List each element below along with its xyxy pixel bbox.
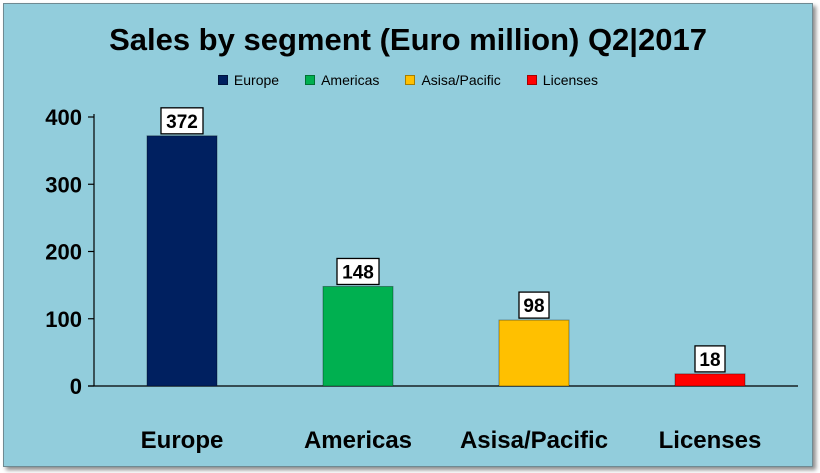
x-tick-label-europe: Europe: [141, 427, 224, 454]
bar-asisa-pacific: [498, 319, 570, 387]
legend-item-americas: Americas: [305, 72, 379, 88]
x-tick-label-americas: Americas: [304, 427, 412, 454]
legend-swatch-asia-pacific: [405, 75, 416, 85]
bar-europe: [146, 135, 218, 387]
y-tick-label-200: 200: [45, 240, 82, 265]
legend: Europe Americas Asisa/Pacific Licenses: [4, 72, 812, 88]
legend-item-licenses: Licenses: [526, 72, 599, 88]
bar-americas: [322, 285, 394, 387]
chart-title: Sales by segment (Euro million) Q2|2017: [109, 22, 707, 57]
y-tick-label-300: 300: [45, 172, 82, 197]
x-tick-label-asisa-pacific: Asisa/Pacific: [460, 427, 608, 454]
data-label-box-asisa-pacific: [518, 291, 550, 319]
bar-licenses: [674, 373, 746, 387]
y-tick-label-400: 400: [45, 105, 82, 130]
data-label-box-licenses: [694, 345, 726, 373]
legend-label-asia-pacific: Asisa/Pacific: [421, 72, 501, 88]
data-label-asisa-pacific: 98: [523, 296, 544, 317]
legend-swatch-americas: [305, 75, 316, 85]
legend-item-asia-pacific: Asisa/Pacific: [405, 72, 501, 88]
legend-swatch-licenses: [526, 75, 537, 85]
y-tick-label-100: 100: [45, 307, 82, 332]
data-label-licenses: 18: [699, 350, 720, 371]
legend-label-licenses: Licenses: [542, 72, 599, 88]
y-tick-label-0: 0: [70, 374, 82, 399]
legend-label-europe: Europe: [233, 72, 280, 88]
data-label-box-americas: [336, 257, 380, 286]
legend-item-europe: Europe: [217, 72, 280, 88]
bar-plot: 0 100 200 300 400 372 Europe 148 Americas 98 Asisa…: [45, 105, 798, 454]
data-label-europe: 372: [166, 112, 198, 133]
legend-swatch-europe: [217, 75, 228, 85]
x-tick-label-licenses: Licenses: [659, 427, 762, 454]
chart-frame: Sales by segment (Euro million) Q2|2017 …: [3, 3, 813, 467]
legend-label-americas: Americas: [321, 72, 380, 88]
data-label-box-europe: [160, 107, 204, 135]
data-label-americas: 148: [342, 262, 374, 283]
